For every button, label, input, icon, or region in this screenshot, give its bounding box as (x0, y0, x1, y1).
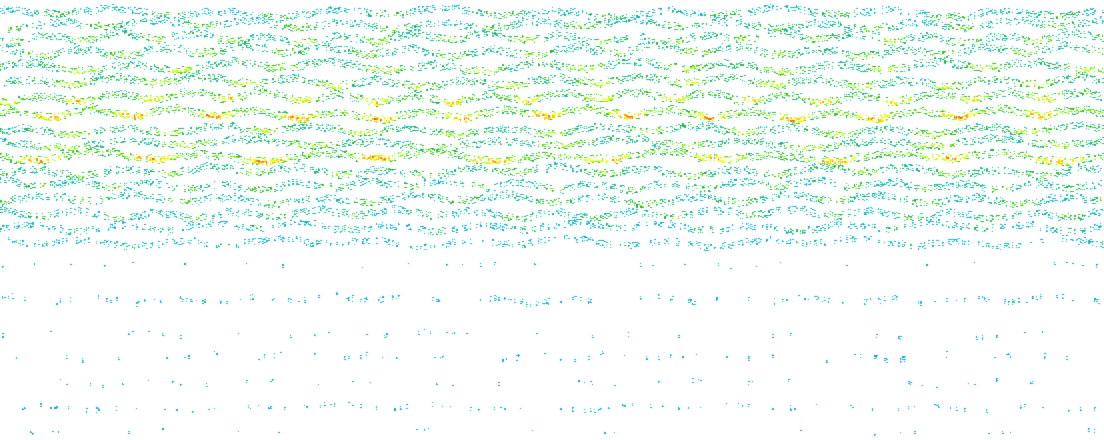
spectrogram-heatmap (0, 0, 1104, 440)
